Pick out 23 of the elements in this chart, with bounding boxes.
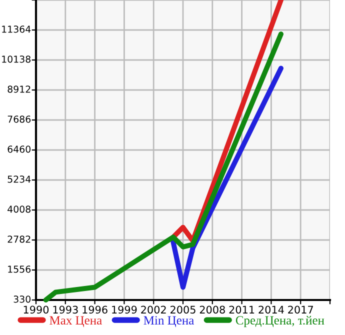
legend-label: Сред.Цена, т.йен <box>236 316 324 328</box>
x-tick-label: 2005 <box>170 306 196 314</box>
legend-label: Min Цена <box>144 316 194 328</box>
y-tick-label: 10138 <box>2 56 30 63</box>
x-tick-label: 1990 <box>24 306 49 314</box>
y-tick-label: 11364 <box>2 26 31 33</box>
x-tick-label: 2002 <box>141 306 166 314</box>
y-tick-label: 4008 <box>8 206 30 213</box>
y-tick-label: 1556 <box>8 266 31 273</box>
x-tick-label: 2014 <box>258 306 284 314</box>
y-tick-label: 5234 <box>8 176 31 183</box>
x-tick-label: 2011 <box>229 306 254 314</box>
y-tick-label: 330 <box>14 296 31 303</box>
legend-label: Max Цена <box>50 316 102 328</box>
x-tick-label: 2017 <box>288 306 313 314</box>
y-tick-label: 8912 <box>8 86 30 93</box>
y-tick-label: 7686 <box>8 116 31 123</box>
y-tick-label: 6460 <box>8 146 31 153</box>
x-tick-label: 1993 <box>53 306 78 314</box>
x-tick-label: 1996 <box>82 306 108 314</box>
x-tick-label: 1999 <box>112 306 137 314</box>
y-tick-label: 2782 <box>8 236 30 243</box>
x-tick-label: 2008 <box>200 306 225 314</box>
